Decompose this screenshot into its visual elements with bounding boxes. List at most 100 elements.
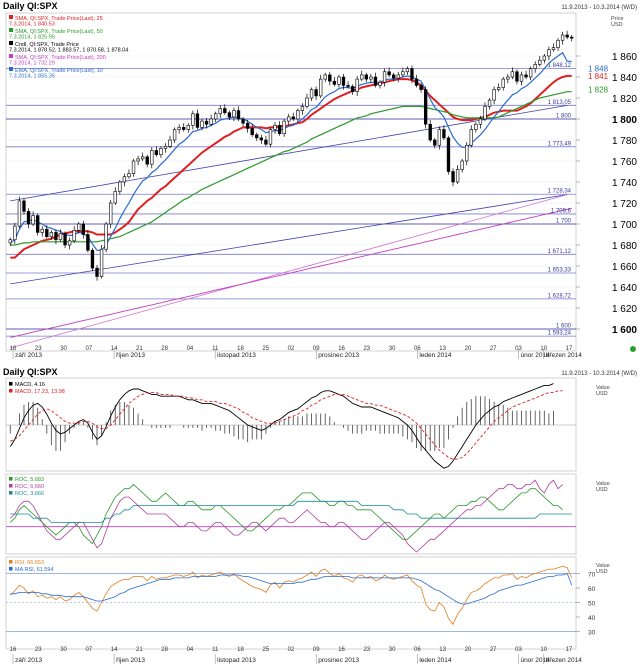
candle-body — [296, 110, 300, 120]
ma-line — [10, 207, 572, 338]
x-day-label: 06 — [414, 647, 421, 653]
candle-body — [31, 215, 35, 225]
candle-body — [478, 118, 483, 125]
value-marker: 1 841 — [588, 72, 609, 81]
candle-body — [172, 129, 177, 141]
price-unit-label: Price USD — [611, 16, 624, 28]
x-month-label: leden 2014 — [419, 352, 452, 359]
candle-body — [487, 99, 492, 107]
x-day-label: 16 — [10, 647, 17, 653]
x-day-label: 17 — [566, 647, 573, 653]
candle-body — [318, 78, 323, 97]
candle-body — [515, 71, 519, 82]
candle-body — [560, 34, 565, 41]
main-y-tick-label: 1 640 — [612, 283, 637, 294]
x-day-label: 27 — [490, 647, 497, 653]
candle-body — [524, 74, 528, 78]
candle-body — [337, 76, 341, 85]
main-x-axis: 16 23 30 07 14 21 28 04 11 18 25 02 09 16 23 30 06 13 20 27… — [10, 346, 583, 359]
x-month-label: říjen 2013 — [116, 657, 145, 664]
candle-body — [410, 68, 414, 80]
legend-label: SMA, QI:SPX, Trade Price(Last), 50 — [15, 29, 103, 35]
svg-text:Price: Price — [611, 16, 624, 22]
legend-sub: 7.3.2014, 1 855.35 — [9, 74, 55, 80]
legend-label: SMA, QI:SPX, Trade Price(Last), 25 — [15, 16, 103, 22]
candle-body — [58, 233, 63, 241]
main-level-labels: 1 848,12 1 813,05 1 800 1 773,49 1 728,34 1 7… — [548, 63, 572, 337]
candle-body — [81, 223, 85, 235]
candle-body — [287, 116, 291, 122]
macd-unit-label: Value USD — [596, 385, 610, 397]
x-day-label: 14 — [111, 647, 118, 653]
x-day-label: 03 — [515, 647, 522, 653]
x-day-label: 23 — [35, 647, 42, 653]
x-month-label: březen 2014 — [546, 352, 583, 359]
candle-body — [154, 150, 159, 155]
candle-body — [492, 89, 496, 101]
candle-body — [54, 232, 58, 241]
legend-label: SMA, QI:SPX, Trade Price(Last), 200 — [15, 55, 106, 61]
x-month-label: březen 2014 — [546, 657, 583, 664]
x-day-label: 11 — [212, 647, 219, 653]
indicator-y-tick-label: 30 — [588, 630, 596, 637]
candle-body — [245, 122, 250, 129]
x-month-label: září 2013 — [15, 352, 42, 359]
x-day-label: 17 — [566, 346, 573, 352]
x-month-label: září 2013 — [15, 657, 42, 664]
legend-swatch — [9, 54, 13, 58]
candle-body — [556, 39, 560, 48]
svg-text:Value: Value — [596, 385, 610, 391]
candle-body — [223, 108, 227, 113]
x-day-label: 02 — [288, 346, 295, 352]
candle-body — [387, 71, 391, 76]
indicator-y-tick-label: 70 — [588, 572, 596, 579]
main-y-tick-label: 1 600 — [612, 325, 637, 336]
candle-body — [140, 156, 145, 160]
svg-text:USD: USD — [596, 569, 608, 575]
candle-body — [204, 120, 209, 125]
trend-line — [10, 194, 568, 349]
candle-body — [455, 169, 460, 183]
candle-body — [291, 116, 295, 120]
main-y-tick-label: 1 660 — [612, 262, 637, 273]
x-day-label: 21 — [136, 647, 143, 653]
main-candles — [8, 30, 574, 281]
candle-body — [26, 211, 31, 225]
legend-swatch — [9, 67, 13, 71]
indicator-line — [9, 383, 554, 469]
x-month-label: říjen 2013 — [116, 352, 145, 359]
candle-body — [35, 215, 40, 233]
macd-plot-frame — [5, 377, 577, 472]
candle-body — [305, 97, 309, 107]
main-status-dot — [630, 346, 636, 352]
level-label: 1 848,12 — [548, 63, 572, 69]
candle-body — [378, 81, 382, 86]
x-day-label: 10 — [540, 346, 547, 352]
level-label: 1 671,12 — [548, 249, 572, 255]
candle-body — [451, 171, 455, 183]
candle-body — [191, 113, 195, 126]
candle-body — [63, 233, 67, 246]
x-day-label: 23 — [363, 346, 370, 352]
candle-body — [392, 74, 396, 79]
legend-swatch — [9, 484, 13, 488]
x-day-label: 23 — [35, 346, 42, 352]
candle-body — [423, 89, 428, 125]
level-label: 1 709,6 — [551, 208, 572, 214]
x-day-label: 23 — [363, 647, 370, 653]
x-day-label: 11 — [212, 346, 219, 352]
indicator-legend-label: MACD, 17.23, 13.98 — [15, 389, 65, 395]
main-series — [9, 51, 572, 338]
candle-body — [95, 267, 99, 277]
candle-body — [510, 71, 515, 78]
candle-body — [419, 85, 423, 90]
candle-body — [17, 200, 22, 227]
main-y-tick-label: 1 680 — [612, 241, 637, 252]
trend-line — [10, 104, 568, 202]
indicator-legend-label: ROC, 6.660 — [15, 484, 44, 490]
candle-body — [341, 76, 346, 86]
x-day-label: 07 — [85, 346, 92, 352]
